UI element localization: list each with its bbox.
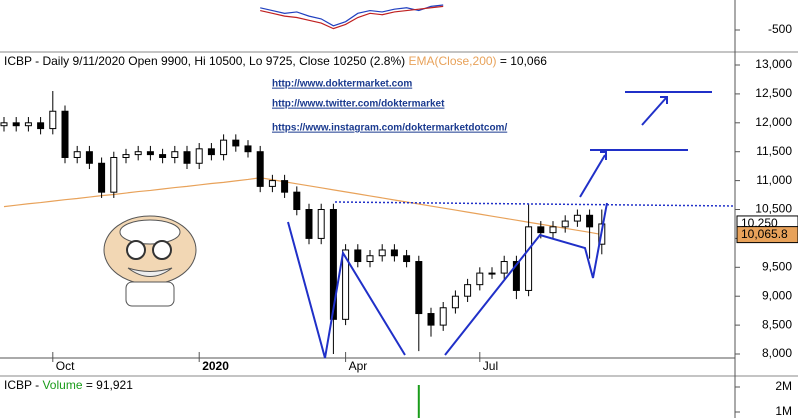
link[interactable]: http://www.twitter.com/doktermarket	[272, 99, 445, 110]
chart-title: ICBP - Daily 9/11/2020 Open 9900, Hi 105…	[4, 54, 547, 68]
y-tick-label: -500	[768, 22, 792, 36]
candle-body	[0, 122, 8, 127]
candle-body	[464, 284, 472, 297]
candle-body	[561, 220, 569, 228]
candle-body	[73, 151, 81, 158]
y-tick-label: 10,500	[755, 202, 792, 216]
candle-body	[512, 261, 520, 291]
y-tick-label: 12,000	[755, 115, 792, 129]
candle-body	[183, 151, 191, 164]
candle-body	[24, 122, 32, 127]
candle-body	[549, 226, 557, 234]
candle-body	[49, 110, 57, 130]
candle-body	[85, 151, 93, 164]
volume-bar	[417, 385, 420, 418]
indicator-line	[260, 4, 444, 27]
candle-body	[220, 139, 228, 156]
candle-body	[122, 154, 130, 158]
y-tick-label: 9,500	[762, 259, 792, 273]
candle-body	[415, 261, 423, 315]
pattern-lines	[287, 91, 736, 359]
candle-body	[37, 122, 45, 130]
candle-body	[500, 261, 508, 274]
candle-body	[61, 110, 69, 158]
ema-line	[3, 177, 602, 236]
candle-body	[476, 272, 484, 286]
candle-body	[244, 145, 252, 153]
candle-body	[110, 156, 118, 193]
candle-body	[329, 209, 337, 320]
candle-body	[488, 272, 496, 275]
candle-body	[256, 151, 264, 187]
candle-body	[451, 295, 459, 309]
y-tick-label: 8,000	[762, 346, 792, 360]
candle-body	[525, 226, 533, 291]
candle-body	[134, 151, 142, 156]
candle-body	[146, 151, 154, 156]
volume-readout: = 91,921	[86, 378, 133, 392]
candle-body	[537, 226, 545, 234]
candle-body	[427, 313, 435, 326]
x-tick-label: Oct	[56, 359, 75, 373]
y-tick-label: 1M	[775, 404, 792, 418]
candle-body	[195, 148, 203, 164]
x-tick-label: Jul	[483, 359, 498, 373]
candle-body	[354, 249, 362, 263]
y-tick-label: 9,000	[762, 288, 792, 302]
y-tick-label: 2M	[775, 379, 792, 393]
candle-body	[12, 122, 20, 127]
volume-label: ICBP -	[4, 378, 39, 392]
title: ICBP - Daily 9/11/2020 Open 9900, Hi 105…	[4, 54, 405, 68]
y-tick-label: 11,000	[756, 173, 792, 187]
candle-body	[378, 249, 386, 257]
candle-body	[342, 249, 350, 320]
x-tick-label: 2020	[202, 359, 229, 373]
link[interactable]: https://www.instagram.com/doktermarketdo…	[272, 123, 507, 134]
y-tick-label: 8,500	[762, 317, 792, 331]
volume-title: ICBP - Volume = 91,921	[4, 378, 133, 392]
ema-name: EMA(Close,200)	[409, 54, 497, 68]
candle-body	[573, 214, 581, 222]
y-tick-label: 11,500	[756, 144, 792, 158]
candle-body	[232, 139, 240, 147]
candle-body	[268, 180, 276, 187]
price-tag-box	[736, 226, 798, 244]
link[interactable]: http://www.doktermarket.com	[272, 79, 412, 90]
candle-body	[317, 209, 325, 239]
ema-readout: = 10,066	[500, 54, 547, 68]
candle-body	[171, 151, 179, 158]
indicator-line	[260, 5, 444, 30]
y-tick-label: 12,500	[755, 86, 792, 100]
candle-body	[403, 255, 411, 263]
candle-body	[366, 255, 374, 263]
candle-body	[207, 148, 215, 156]
y-tick-label: 13,000	[755, 57, 792, 71]
price-tag: 10,065.8	[741, 227, 788, 241]
candle-body	[159, 154, 167, 158]
candle-body	[98, 162, 106, 193]
mascot	[103, 215, 197, 307]
candle-body	[293, 191, 301, 211]
volume-name: Volume	[42, 378, 82, 392]
plot: 8,0008,5009,0009,50010,00010,50011,00011…	[0, 4, 798, 418]
candle-body	[305, 209, 313, 239]
x-tick-label: Apr	[349, 359, 368, 373]
candle-body	[281, 180, 289, 193]
candle-body	[390, 249, 398, 257]
candle-body	[439, 307, 447, 326]
candle-body	[586, 214, 594, 228]
